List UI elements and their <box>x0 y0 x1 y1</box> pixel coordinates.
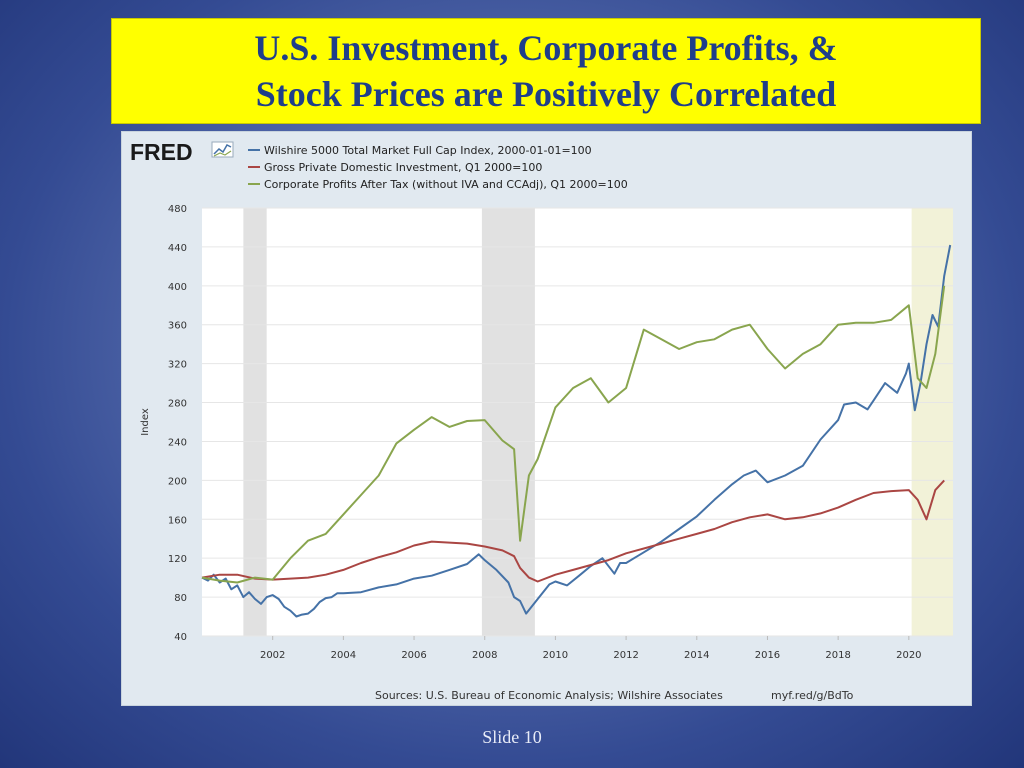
x-tick-label: 2012 <box>613 650 638 661</box>
y-tick-label: 200 <box>168 476 187 487</box>
y-tick-label: 480 <box>168 204 187 215</box>
slide-title: U.S. Investment, Corporate Profits, & St… <box>111 18 981 124</box>
chart-legend: Wilshire 5000 Total Market Full Cap Inde… <box>248 144 628 191</box>
fred-logo-icon <box>211 141 234 158</box>
x-tick-label: 2010 <box>543 650 568 661</box>
chart-svg: FRED Wilshire 5000 Total Market Full Cap… <box>130 139 953 702</box>
y-tick-label: 40 <box>174 632 187 643</box>
series-line-investment <box>201 479 945 583</box>
fred-chart-frame: FRED Wilshire 5000 Total Market Full Cap… <box>121 131 972 706</box>
x-tick-label: 2020 <box>896 650 921 661</box>
legend-label-profits: Corporate Profits After Tax (without IVA… <box>264 178 628 191</box>
x-tick-label: 2002 <box>260 650 285 661</box>
slide-title-line1: U.S. Investment, Corporate Profits, & <box>254 28 838 68</box>
series-line-wilshire <box>201 244 952 618</box>
y-tick-label: 440 <box>168 243 187 254</box>
y-tick-label: 240 <box>168 437 187 448</box>
recession-shading <box>243 208 267 636</box>
series-line-profits <box>201 285 946 584</box>
recession-shading <box>481 208 535 636</box>
x-tick-label: 2004 <box>331 650 356 661</box>
slide-title-line2: Stock Prices are Positively Correlated <box>255 74 837 114</box>
y-tick-label: 160 <box>168 515 187 526</box>
y-tick-label: 400 <box>168 282 187 293</box>
y-axis-label: Index <box>140 408 151 436</box>
x-tick-label: 2006 <box>401 650 426 661</box>
chart-source-text: Sources: U.S. Bureau of Economic Analysi… <box>375 689 723 702</box>
plot-area: 40 80 120 160 200 240 280 320 360 400 440 480 2002 20… <box>140 204 953 661</box>
x-tick-label: 2018 <box>825 650 850 661</box>
plot-background <box>202 208 953 636</box>
x-tick-label: 2016 <box>755 650 780 661</box>
slide-number: Slide 10 <box>482 727 542 747</box>
y-tick-label: 80 <box>174 593 187 604</box>
y-tick-label: 280 <box>168 399 187 410</box>
fred-logo-text: FRED <box>130 139 193 165</box>
y-tick-label: 320 <box>168 360 187 371</box>
legend-label-investment: Gross Private Domestic Investment, Q1 20… <box>264 161 542 174</box>
y-tick-label: 360 <box>168 321 187 332</box>
x-tick-label: 2008 <box>472 650 497 661</box>
chart-url-link[interactable]: myf.red/g/BdTo <box>771 689 854 702</box>
x-tick-label: 2014 <box>684 650 709 661</box>
shaded-period <box>911 208 953 636</box>
legend-label-wilshire: Wilshire 5000 Total Market Full Cap Inde… <box>264 144 592 157</box>
y-tick-label: 120 <box>168 554 187 565</box>
